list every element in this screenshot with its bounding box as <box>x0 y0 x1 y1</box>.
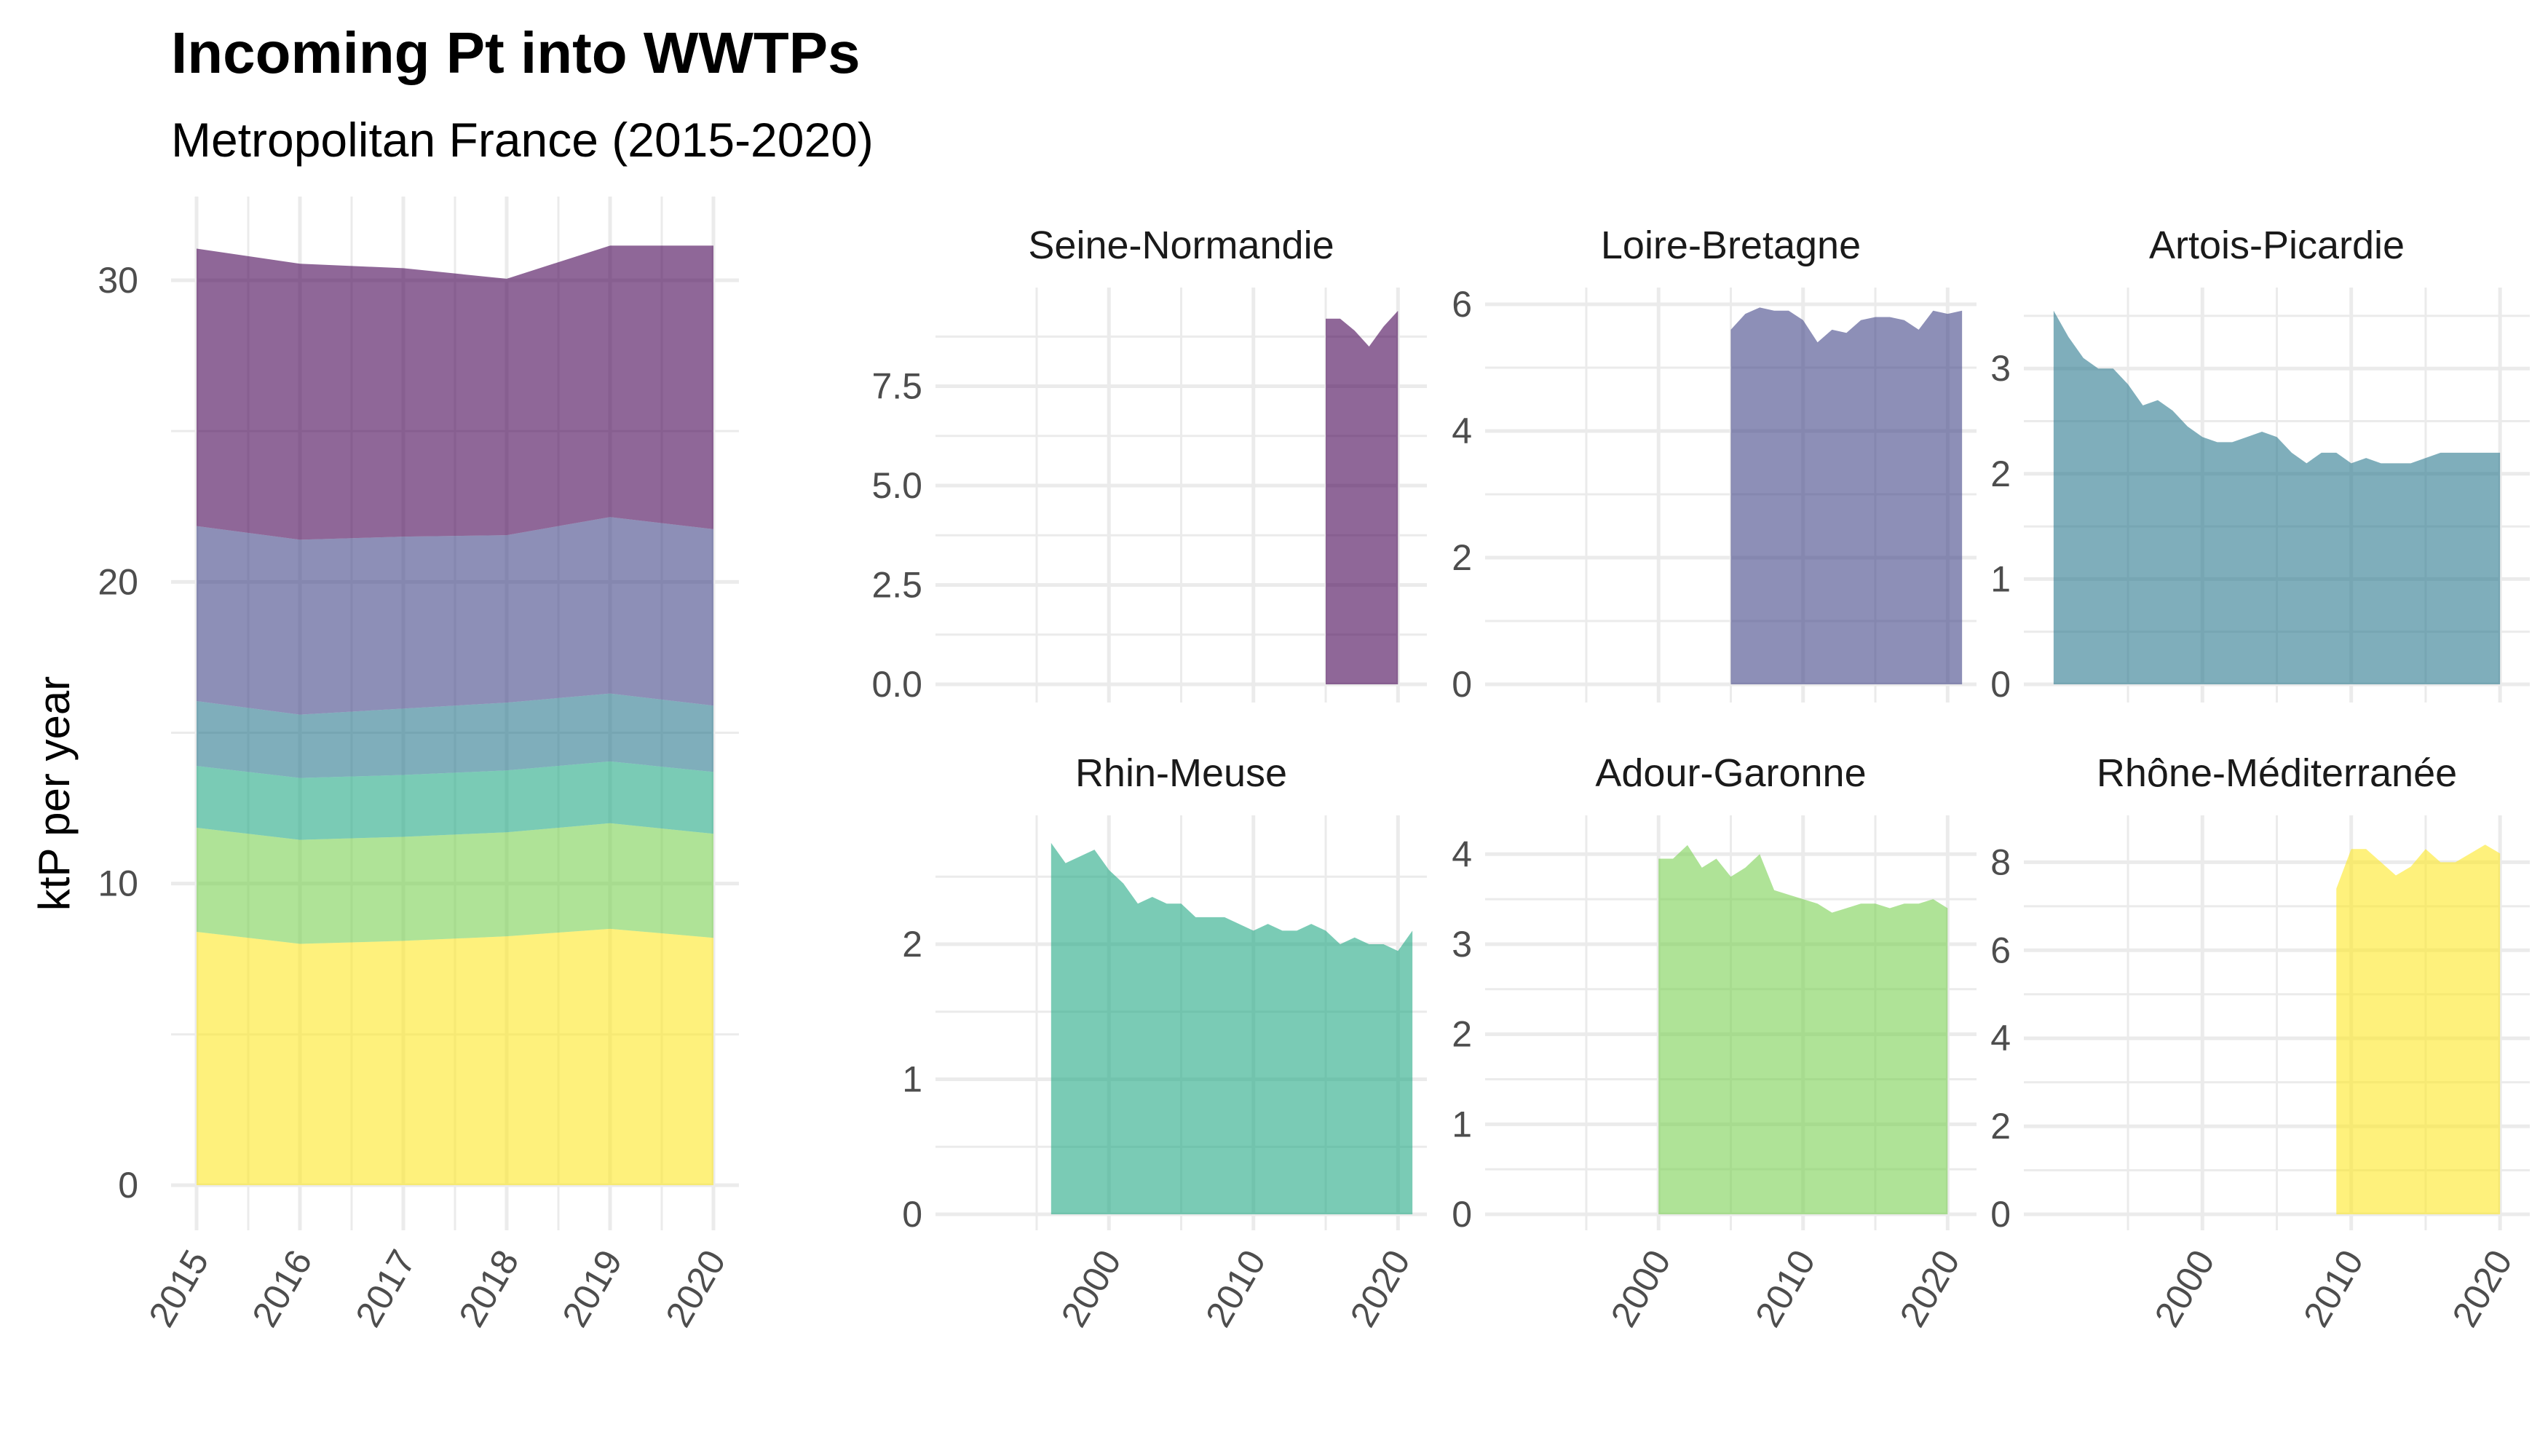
facet-title: Rhin-Meuse <box>1075 751 1287 795</box>
x-tick-label: 2015 <box>141 1243 216 1334</box>
y-tick-label: 3 <box>1990 348 2011 389</box>
x-tick-label: 2020 <box>2445 1243 2520 1334</box>
facet-adour-garonne: Adour-Garonne 0 1 2 3 4 2000 2010 2020 <box>1452 751 1977 1334</box>
area-seine-normandie <box>197 245 713 540</box>
y-tick-label: 1 <box>1990 558 2011 599</box>
facet-title: Loire-Bretagne <box>1601 223 1861 267</box>
y-tick-label: 0 <box>1990 664 2011 705</box>
facet-loire-bretagne: Loire-Bretagne 0 2 4 6 <box>1452 223 1977 705</box>
x-tick-label: 2020 <box>1892 1243 1968 1334</box>
x-tick-label: 2019 <box>554 1243 630 1334</box>
y-tick-label: 5.0 <box>871 465 922 506</box>
facet-rhone-mediterranee: Rhône-Méditerranée 0 2 4 6 8 2000 2010 2020 <box>1990 751 2530 1334</box>
y-tick-label: 0 <box>1452 664 1472 705</box>
x-tick-label: 2010 <box>2295 1243 2371 1334</box>
y-tick-label: 3 <box>1452 924 1472 965</box>
x-tick-label: 2000 <box>1053 1243 1129 1334</box>
y-tick-label: 0.0 <box>871 664 922 705</box>
y-tick-label: 0 <box>902 1194 922 1235</box>
area-adour-garonne <box>197 823 713 944</box>
x-tick-label: 2000 <box>2147 1243 2223 1334</box>
y-tick-label: 6 <box>1990 930 2011 970</box>
y-tick-label: 2 <box>902 924 922 965</box>
y-tick-label: 10 <box>98 863 138 904</box>
area-artois-picardie <box>197 693 713 778</box>
y-axis-label: ktP per year <box>30 676 79 911</box>
x-tick-label: 2010 <box>1747 1243 1823 1334</box>
facet-area <box>2053 310 2501 684</box>
facet-panels: Seine-Normandie 0.0 2.5 5.0 7.5 Loire-Bretagn… <box>871 223 2530 1334</box>
y-tick-label: 20 <box>98 561 138 602</box>
y-tick-label: 4 <box>1452 834 1472 874</box>
facet-area <box>1051 842 1413 1214</box>
y-tick-label: 7.5 <box>871 366 922 407</box>
facet-area <box>1730 307 1963 684</box>
y-tick-label: 6 <box>1452 284 1472 325</box>
facet-title: Seine-Normandie <box>1028 223 1334 267</box>
stacked-area-panel: 0 10 20 30 2015 2016 2017 2018 2019 2020 <box>98 197 739 1334</box>
x-tick-label: 2020 <box>1342 1243 1418 1334</box>
x-tick-label: 2018 <box>451 1243 526 1334</box>
facet-area <box>1326 310 1398 684</box>
facet-rhin-meuse: Rhin-Meuse 0 1 2 2000 2010 2020 <box>902 751 1427 1334</box>
facet-title: Adour-Garonne <box>1595 751 1866 795</box>
chart-title: Incoming Pt into WWTPs <box>171 20 860 85</box>
y-tick-label: 1 <box>1452 1104 1472 1144</box>
facet-area <box>2336 844 2501 1214</box>
y-tick-label: 4 <box>1452 411 1472 451</box>
x-tick-label: 2017 <box>347 1243 423 1334</box>
x-tick-label: 2020 <box>657 1243 733 1334</box>
area-rhone-mediterranee <box>197 928 713 1185</box>
y-tick-label: 2.5 <box>871 565 922 606</box>
chart-subtitle: Metropolitan France (2015-2020) <box>171 113 874 167</box>
y-tick-label: 1 <box>902 1059 922 1099</box>
y-tick-label: 30 <box>98 260 138 301</box>
y-tick-label: 8 <box>1990 842 2011 882</box>
y-tick-label: 2 <box>1452 537 1472 578</box>
facet-title: Rhône-Méditerranée <box>2097 751 2457 795</box>
x-tick-label: 2016 <box>244 1243 320 1334</box>
y-tick-label: 2 <box>1990 454 2011 494</box>
y-tick-label: 2 <box>1990 1106 2011 1147</box>
y-tick-label: 4 <box>1990 1018 2011 1059</box>
area-rhin-meuse <box>197 761 713 840</box>
y-tick-label: 0 <box>1452 1194 1472 1235</box>
facet-area <box>1658 844 1948 1214</box>
x-tick-label: 2000 <box>1603 1243 1679 1334</box>
x-tick-label: 2010 <box>1198 1243 1273 1334</box>
y-tick-label: 2 <box>1452 1014 1472 1055</box>
facet-seine-normandie: Seine-Normandie 0.0 2.5 5.0 7.5 <box>871 223 1427 705</box>
facet-title: Artois-Picardie <box>2149 223 2405 267</box>
facet-artois-picardie: Artois-Picardie 0 1 2 3 <box>1990 223 2530 705</box>
area-loire-bretagne <box>197 517 713 715</box>
y-tick-label: 0 <box>118 1165 138 1206</box>
y-tick-label: 0 <box>1990 1194 2011 1235</box>
